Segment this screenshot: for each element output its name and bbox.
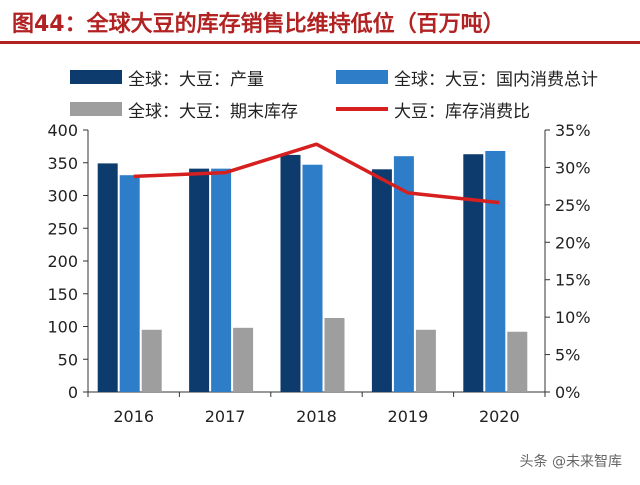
legend-item-production: 全球：大豆：产量 [70,66,264,90]
bar-ending-stock [507,331,528,392]
legend-label-production: 全球：大豆：产量 [128,69,264,90]
left-tick-label: 400 [47,121,78,140]
right-tick-label: 35% [555,121,591,140]
bar-consumption [485,150,506,392]
line-ratio [133,142,500,205]
title-underline [0,41,640,44]
legend-item-ending-stock: 全球：大豆：期末库存 [70,98,298,122]
legend-item-consumption: 全球：大豆：国内消费总计 [336,66,598,90]
legend-label-ending-stock: 全球：大豆：期末库存 [128,101,298,122]
legend-item-ratio: 大豆：库存消费比 [336,98,530,122]
left-tick-label: 150 [47,285,78,304]
left-tick-label: 100 [47,318,78,337]
bar-ending-stock [415,329,436,392]
legend-swatch-consumption [336,70,388,84]
left-tick-label: 0 [68,383,78,402]
figure-header: 图44：全球大豆的库存销售比维持低位（百万吨） [0,0,640,44]
bar-ending-stock [141,329,162,392]
x-tick-label: 2020 [479,407,520,426]
bar-consumption [211,168,232,392]
x-tick-label: 2017 [205,407,246,426]
left-tick-label: 50 [58,350,78,369]
right-tick-label: 10% [555,308,591,327]
bar-consumption [393,156,414,392]
left-tick-label: 200 [47,252,78,271]
x-tick-label: 2016 [113,407,154,426]
left-tick-label: 250 [47,219,78,238]
right-tick-label: 0% [555,383,580,402]
right-tick-label: 25% [555,196,591,215]
x-tick-label: 2018 [296,407,337,426]
legend-swatch-production [70,70,122,84]
right-tick-label: 20% [555,233,591,252]
legend-label-consumption: 全球：大豆：国内消费总计 [394,69,598,90]
chart-legend: 全球：大豆：产量 全球：大豆：国内消费总计 全球：大豆：期末库存 大豆：库存消费… [0,60,640,122]
legend-swatch-ending-stock [70,102,122,116]
bar-production [280,154,301,392]
bar-production [189,168,210,392]
right-tick-label: 15% [555,271,591,290]
right-tick-label: 5% [555,346,580,365]
watermark-text: 头条 @未来智库 [519,454,622,470]
bar-ending-stock [233,327,254,392]
right-tick-label: 30% [555,158,591,177]
legend-swatch-ratio [336,107,388,111]
x-tick-label: 2019 [388,407,429,426]
bar-production [97,163,118,392]
bar-production [371,169,392,392]
left-tick-label: 350 [47,154,78,173]
bar-consumption [302,164,323,392]
bar-ending-stock [324,317,345,392]
figure-title: 图44：全球大豆的库存销售比维持低位（百万吨） [12,12,505,37]
bar-consumption [119,175,140,392]
legend-label-ratio: 大豆：库存消费比 [394,101,530,122]
left-tick-label: 300 [47,187,78,206]
bar-production [463,154,484,392]
